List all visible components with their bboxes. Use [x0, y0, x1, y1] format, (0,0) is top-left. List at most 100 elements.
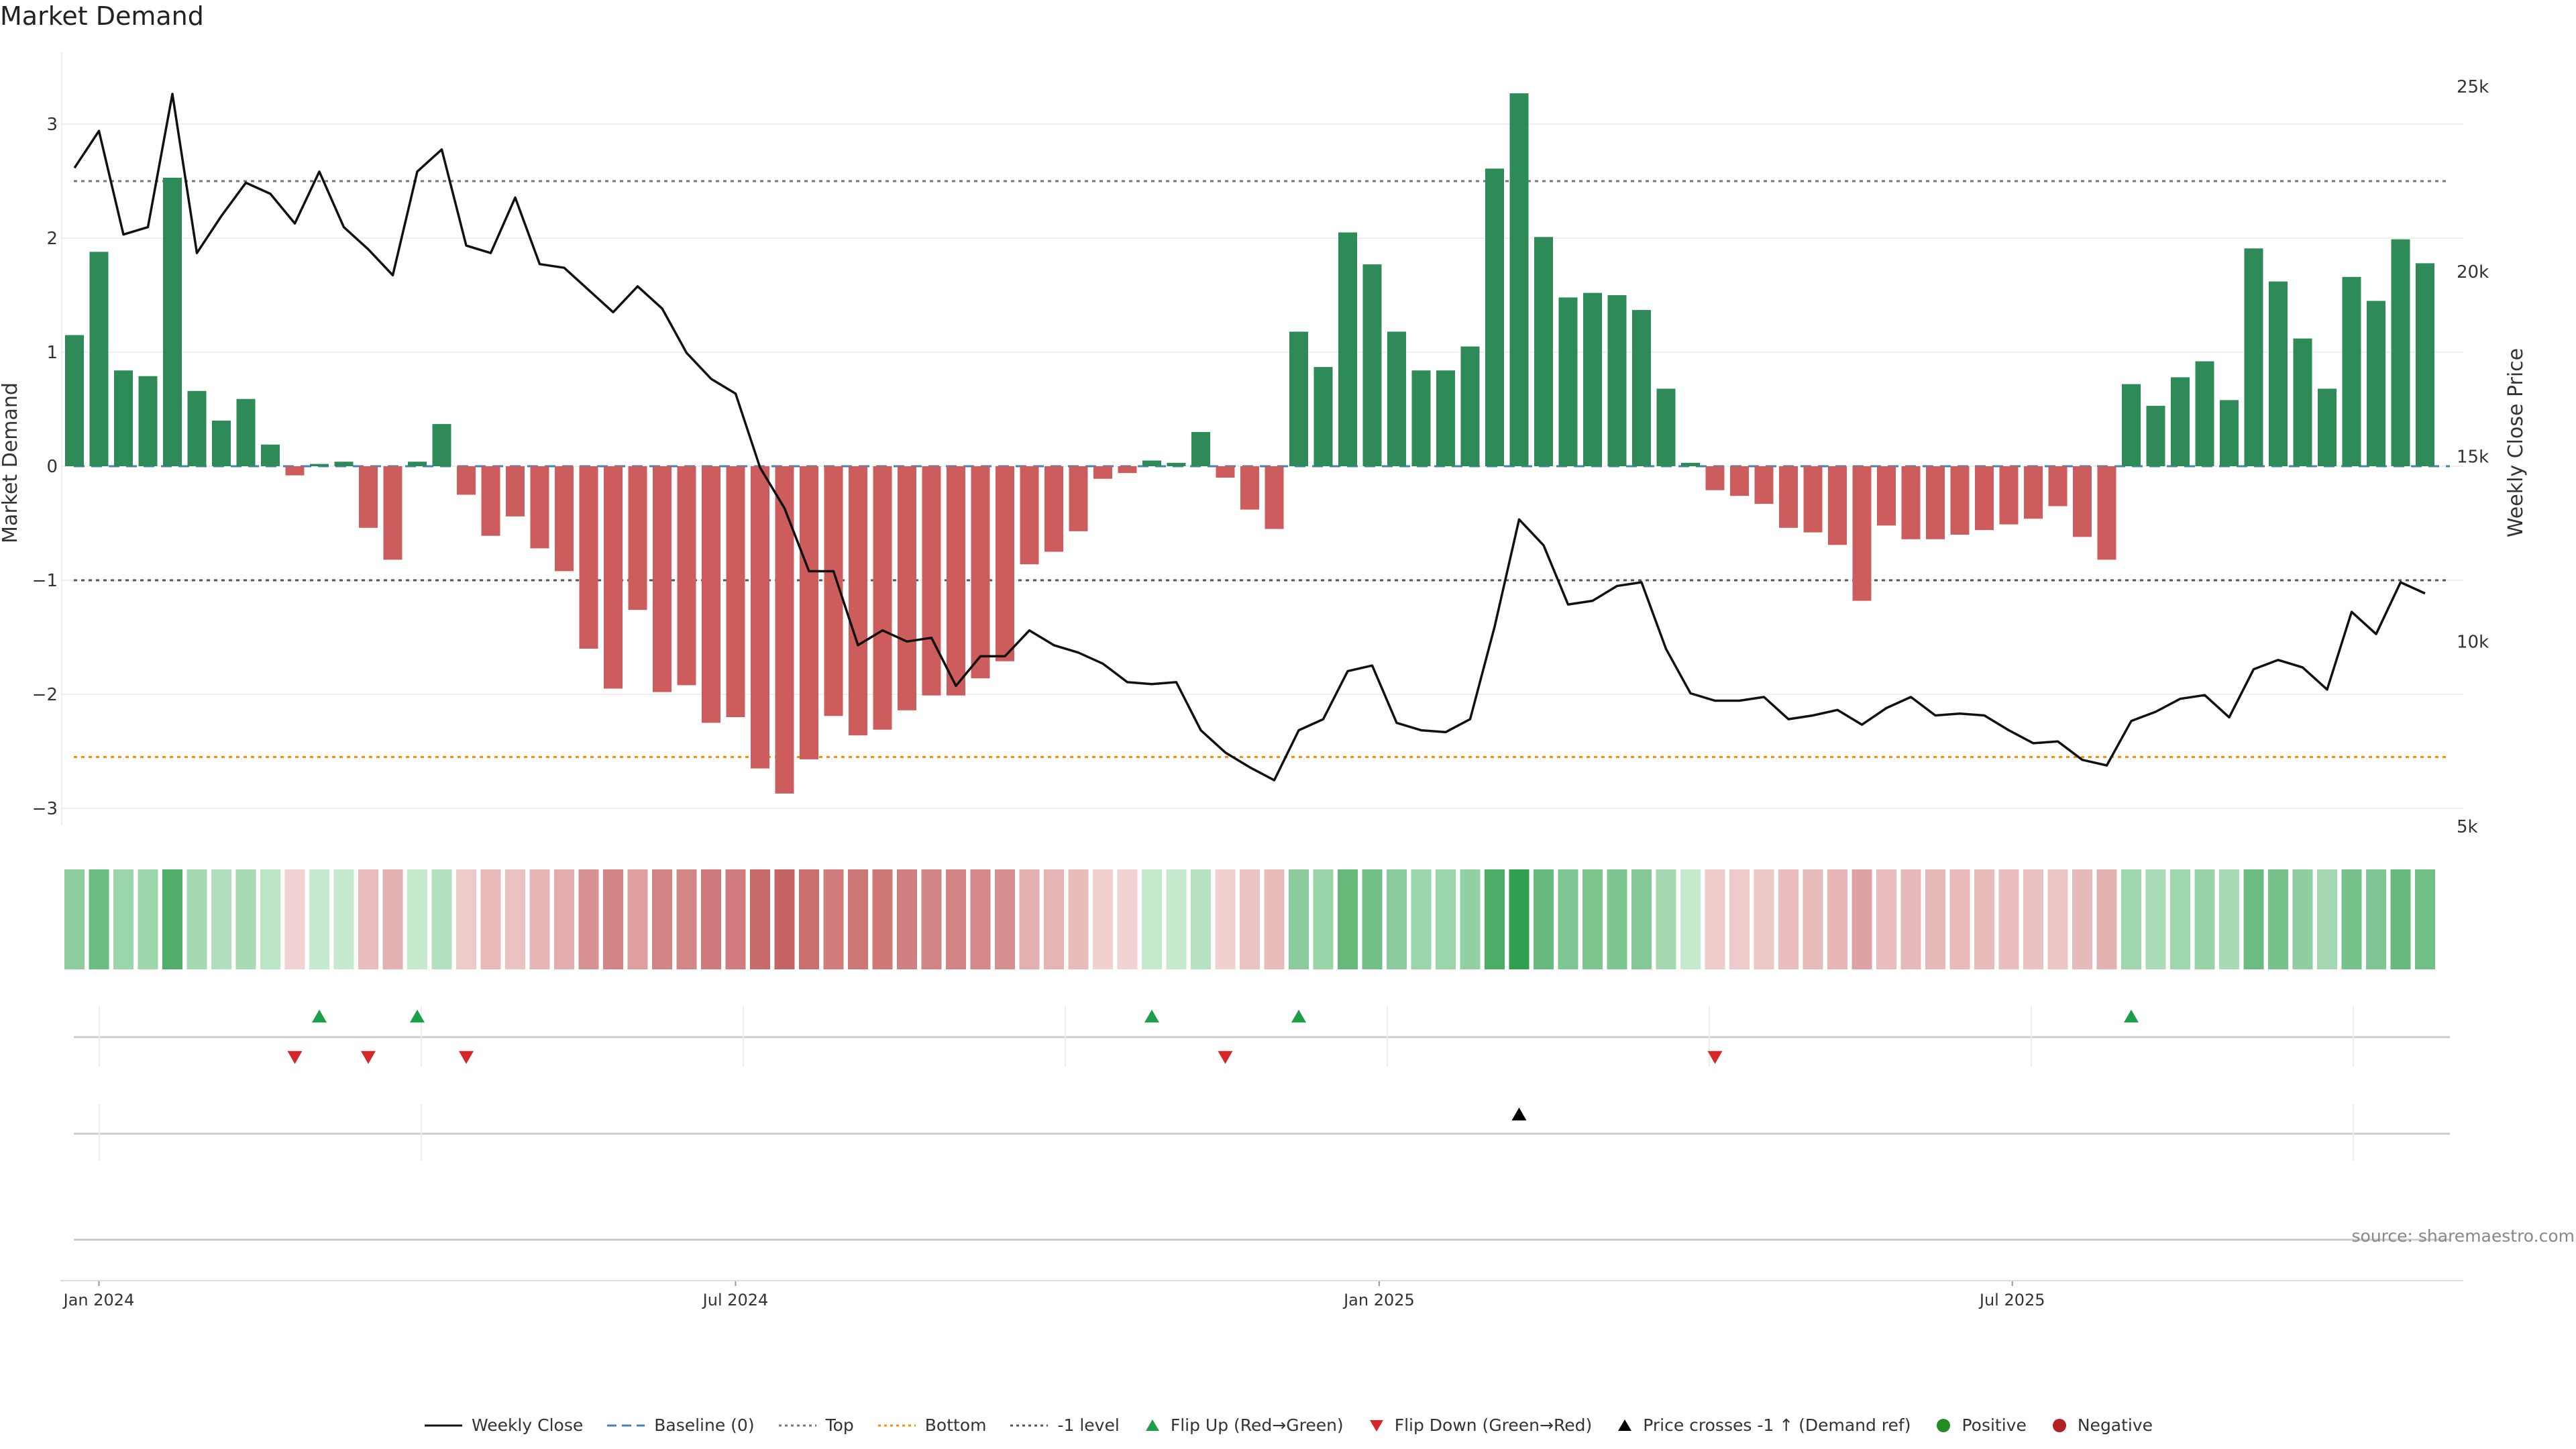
demand-bar — [1558, 297, 1578, 466]
y-left-tick-label: 0 — [46, 457, 58, 477]
demand-bar — [383, 466, 402, 560]
legend-label: Top — [825, 1415, 854, 1435]
heat-strip-cell — [970, 869, 991, 969]
demand-bar — [702, 466, 720, 723]
heat-strip-cell — [1485, 869, 1505, 969]
legend-symbol — [1369, 1419, 1383, 1432]
heat-strip-cell — [1362, 869, 1383, 969]
heat-strip-cell — [1925, 869, 1945, 969]
heat-strip-cell — [1900, 869, 1921, 969]
demand-bar — [334, 462, 354, 466]
flip-down-marker — [1218, 1051, 1233, 1064]
demand-bar — [800, 466, 818, 759]
heat-strip-cell — [676, 869, 697, 969]
event-markers — [60, 1006, 2463, 1281]
heat-strip-cell — [1998, 869, 2019, 969]
heat-strip-cell — [162, 869, 182, 969]
demand-bar — [873, 466, 892, 730]
legend-item: Baseline (0) — [606, 1415, 755, 1435]
heat-strip-cell — [382, 869, 403, 969]
demand-bar — [2048, 466, 2068, 506]
y-axis-left-label: Market Demand — [0, 382, 22, 543]
demand-bar — [726, 466, 745, 717]
demand-bar — [2367, 301, 2385, 466]
demand-bar — [1485, 168, 1504, 467]
heat-strip-cell — [554, 869, 574, 969]
flip-down-marker — [1707, 1051, 1723, 1064]
demand-bar — [1069, 466, 1088, 531]
demand-bar — [2146, 405, 2165, 466]
demand-bar — [236, 398, 256, 466]
heat-strip-cell — [2268, 869, 2288, 969]
legend-label: Flip Up (Red→Green) — [1170, 1415, 1344, 1435]
heat-strip-cell — [2121, 869, 2141, 969]
heat-strip-cell — [995, 869, 1015, 969]
heat-strip-cell — [1509, 869, 1529, 969]
demand-bar — [212, 421, 231, 466]
heat-strip-cell — [480, 869, 501, 969]
x-tick-label: Jul 2025 — [1978, 1291, 2045, 1309]
demand-bar — [1730, 466, 1749, 496]
demand-bar — [310, 464, 329, 466]
heat-strip-cell — [1191, 869, 1211, 969]
heat-strip-cell — [2023, 869, 2043, 969]
heat-strip-cell — [578, 869, 599, 969]
legend-label: Positive — [1962, 1415, 2027, 1435]
heat-strip-cell — [113, 869, 133, 969]
heat-strip-cell — [897, 869, 917, 969]
demand-bar — [359, 466, 378, 528]
demand-bar — [775, 466, 794, 794]
reference-lines — [74, 180, 2450, 758]
legend-item: Negative — [2049, 1415, 2153, 1435]
flip-up-marker — [2124, 1010, 2139, 1023]
demand-bar — [1387, 331, 1406, 466]
heat-strip-cell — [1705, 869, 1725, 969]
heat-strip-cell — [652, 869, 672, 969]
heat-strip-cell — [89, 869, 109, 969]
demand-bar — [114, 370, 133, 466]
heat-strip-cell — [235, 869, 256, 969]
heat-strip-cell — [872, 869, 893, 969]
demand-bar — [996, 466, 1014, 661]
heat-strip-cell — [921, 869, 942, 969]
heat-strip-cell — [186, 869, 207, 969]
x-tick-label: Jan 2025 — [1342, 1291, 1415, 1309]
weekly-close-line-layer — [73, 93, 2426, 782]
demand-bar — [971, 466, 990, 679]
legend-item: Top — [777, 1415, 854, 1435]
demand-bar — [2244, 248, 2263, 466]
legend-label: Negative — [2077, 1415, 2153, 1435]
heat-strip-cell — [1803, 869, 1823, 969]
flip-down-marker — [361, 1051, 376, 1064]
demand-bar — [1289, 331, 1308, 466]
heat-strip-cell — [701, 869, 721, 969]
legend-symbol — [1010, 1424, 1049, 1426]
heat-strip-cell — [1142, 869, 1162, 969]
heat-strip-cell — [1631, 869, 1652, 969]
heat-strip-cell — [1778, 869, 1799, 969]
weekly-close-line — [73, 93, 2426, 782]
y-right-tick-label: 5k — [2457, 817, 2478, 837]
demand-bar — [1216, 466, 1235, 478]
flip-up-marker — [1291, 1010, 1306, 1023]
demand-bar — [506, 466, 525, 517]
heat-strip-cell — [309, 869, 329, 969]
heat-strip-cell — [725, 869, 746, 969]
flip-up-marker — [1144, 1010, 1159, 1023]
demand-bar — [89, 252, 109, 466]
heat-strip-cell — [1876, 869, 1896, 969]
heat-strip-cell — [2292, 869, 2313, 969]
demand-bar — [457, 466, 476, 495]
heat-strip-cell — [1949, 869, 1970, 969]
heat-strip-cell — [1019, 869, 1040, 969]
heat-strip-cell — [1215, 869, 1236, 969]
legend-symbol — [2052, 1418, 2066, 1432]
x-tick-label: Jan 2024 — [62, 1291, 135, 1309]
demand-bar — [2024, 466, 2043, 519]
legend-symbol — [877, 1424, 916, 1426]
demand-bar — [677, 466, 696, 686]
heat-strip-cell — [2317, 869, 2337, 969]
y-left-tick-label: −2 — [32, 685, 58, 705]
demand-bar — [432, 424, 451, 466]
